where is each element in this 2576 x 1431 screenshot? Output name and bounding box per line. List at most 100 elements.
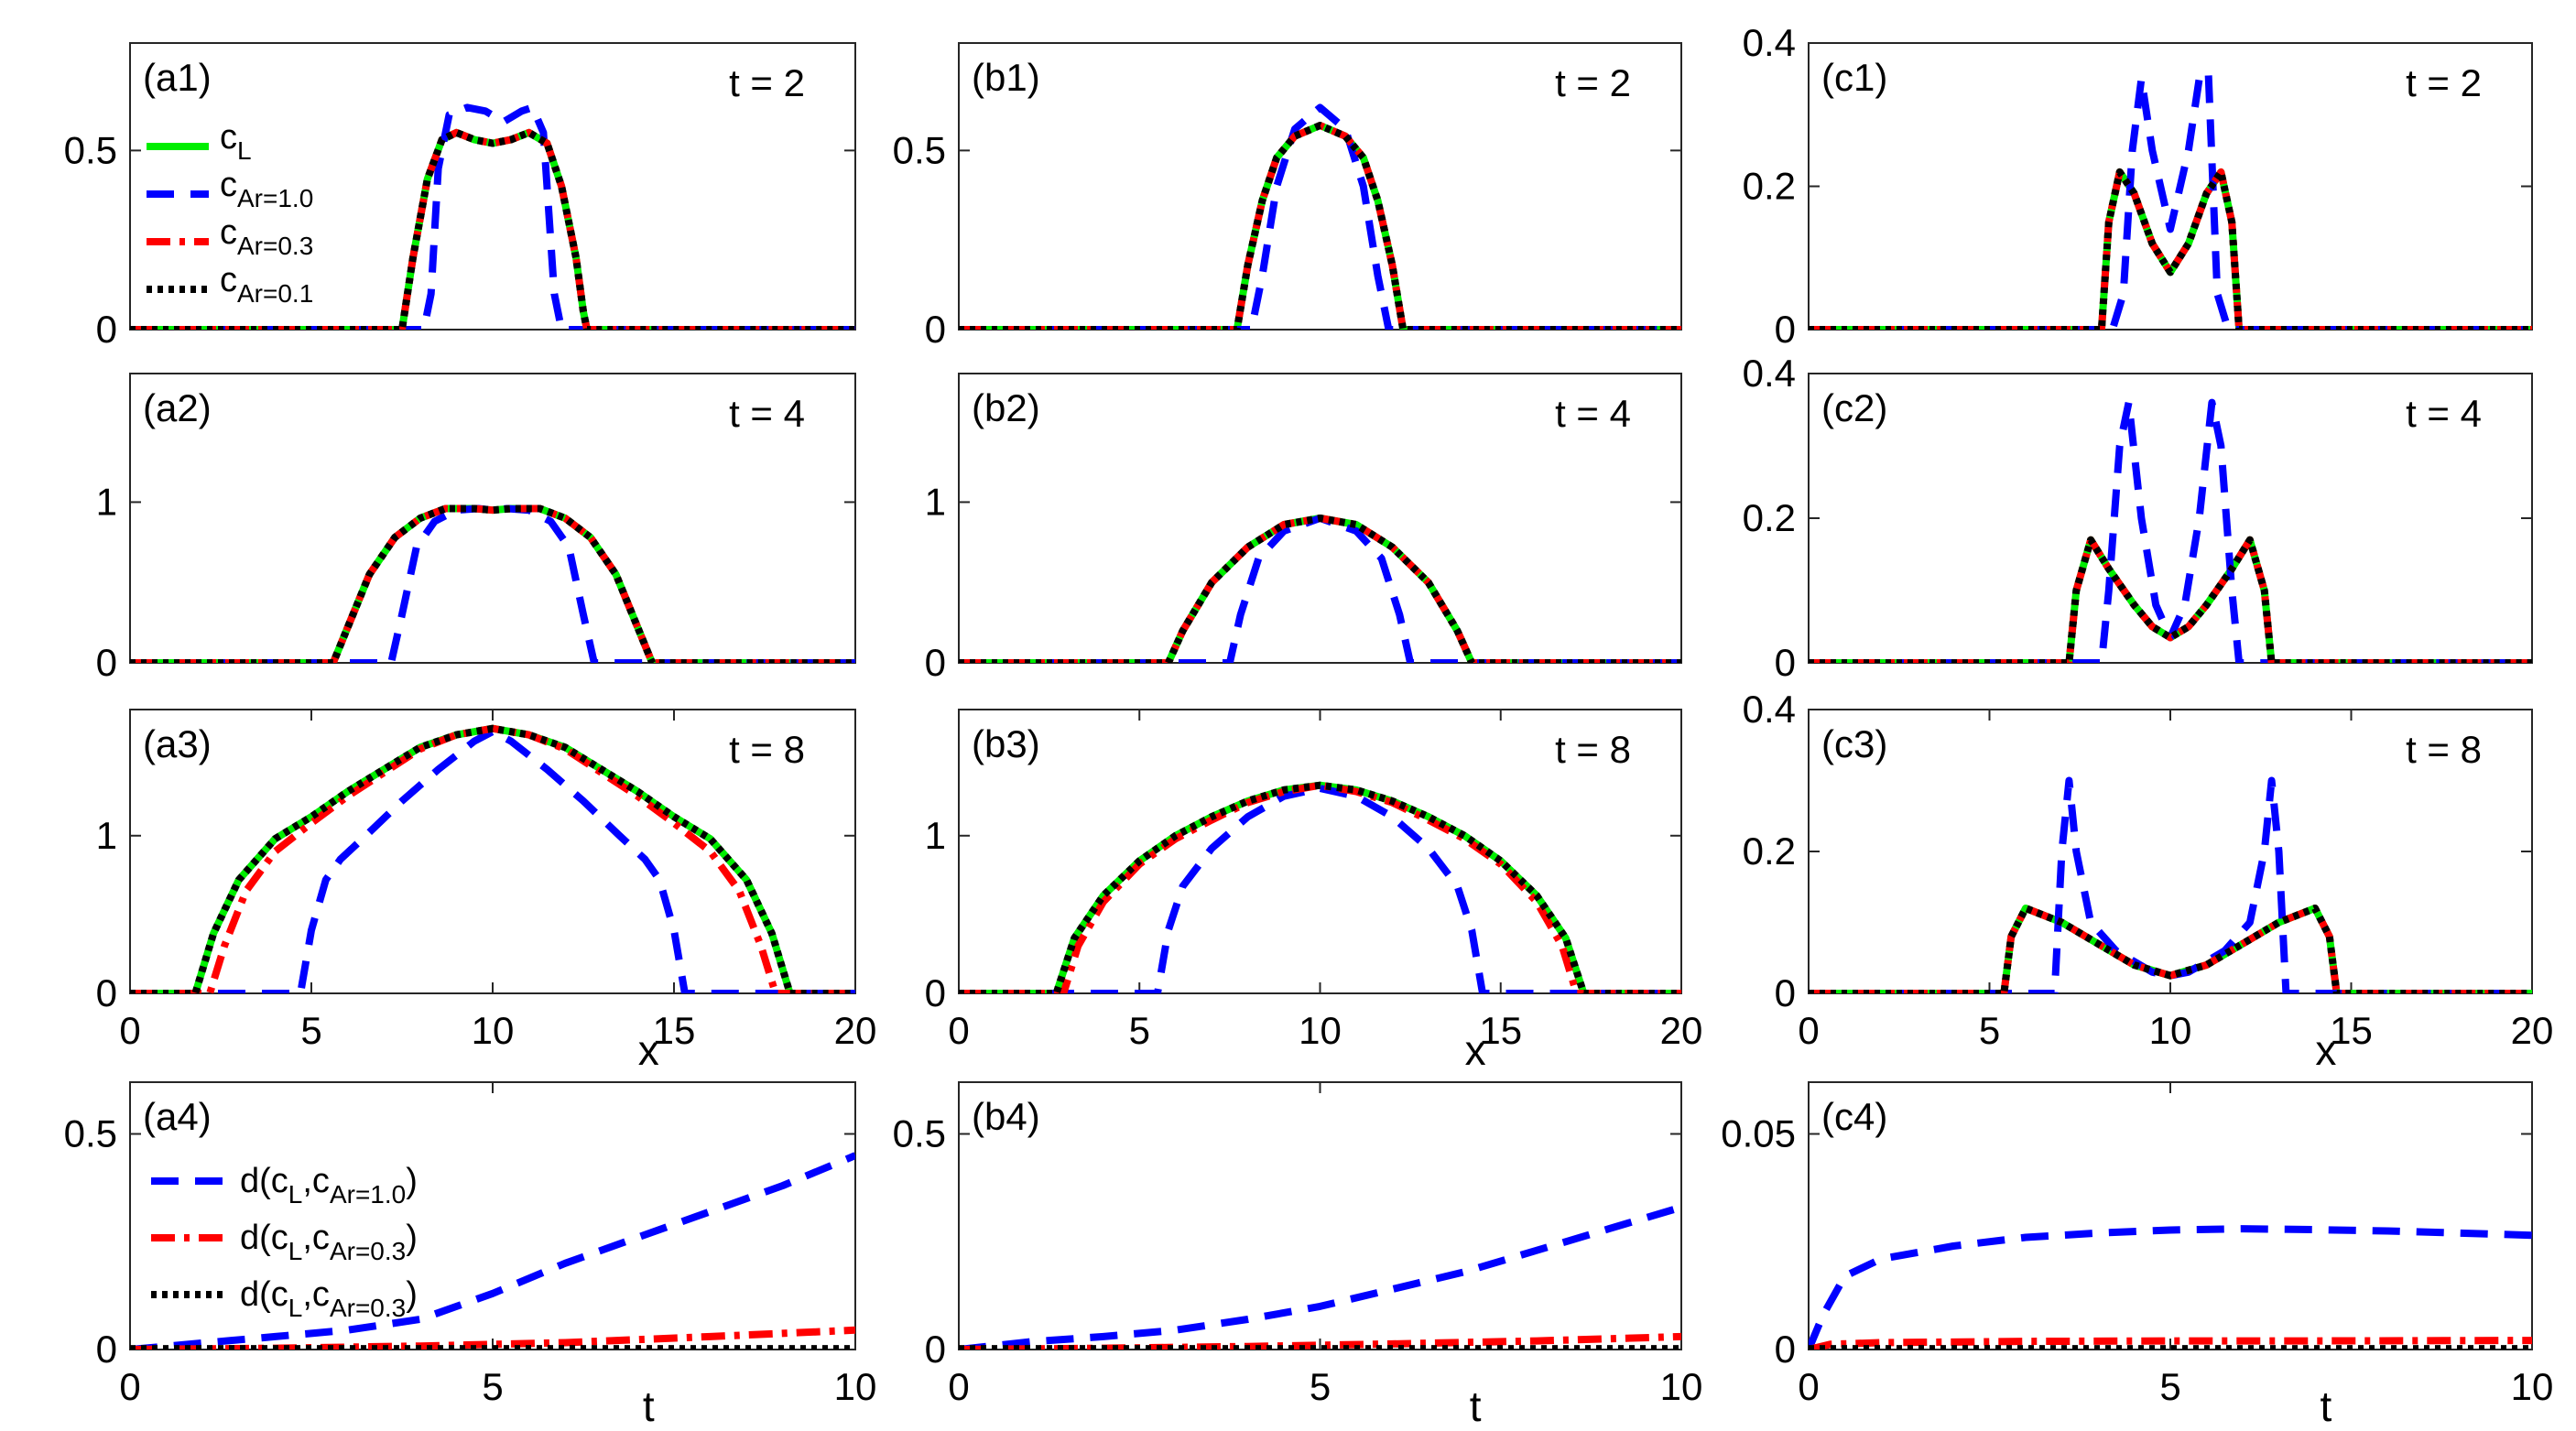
y-tick-label: 0.5: [893, 128, 946, 171]
legend-sub1: L: [288, 1237, 303, 1265]
time-label: t = 2: [729, 61, 805, 104]
panel-label: (b1): [972, 56, 1040, 99]
legend-entry: cAr=1.0: [220, 166, 313, 212]
legend-entry: cL: [220, 118, 252, 165]
plot-area: [1809, 1225, 2532, 1350]
series-line-A01: [130, 128, 855, 330]
series-line-A01: [1809, 168, 2532, 330]
legend-subscript: Ar=0.1: [237, 279, 313, 308]
plot-area: [130, 504, 855, 663]
y-tick-label: 0.05: [1721, 1112, 1796, 1155]
x-tick-label: 20: [1660, 1009, 1703, 1052]
legend-mid: ,c: [302, 1275, 330, 1314]
x-tick-label: 0: [119, 1365, 140, 1408]
plot-area: [1809, 398, 2532, 663]
x-tick-label: 0: [119, 1009, 140, 1052]
legend-sub1: L: [288, 1294, 303, 1322]
y-tick-label: 0.2: [1743, 496, 1796, 539]
legend-end: ): [406, 1275, 418, 1314]
y-tick-label: 0.5: [893, 1112, 946, 1155]
plot-area: [959, 781, 1681, 993]
series-line-A10: [130, 103, 855, 330]
y-tick-label: 0: [1775, 641, 1796, 684]
legend-end: ): [406, 1162, 418, 1200]
x-axis-label: x: [638, 1026, 659, 1074]
panel-b1: 0 0.5 (b1) t = 2: [893, 42, 1682, 351]
panel-b2: 0 1 (b2) t = 4: [925, 373, 1682, 684]
x-tick-label: 0: [948, 1009, 969, 1052]
time-label: t = 8: [1555, 728, 1631, 771]
x-tick-label: 0: [948, 1365, 969, 1408]
y-tick-label: 0: [925, 308, 946, 351]
panel-label: (a1): [143, 56, 212, 99]
series-line-A03: [130, 1326, 855, 1350]
y-tick-label: 0.5: [64, 1112, 117, 1155]
x-tick-label: 5: [300, 1009, 321, 1052]
panel-c2: 0 0.2 0.4 (c2) t = 4: [1743, 352, 2533, 684]
panel-label: (b2): [972, 386, 1040, 429]
time-label: t = 8: [729, 728, 805, 771]
plot-area: [959, 103, 1681, 330]
panel-c4: 0 0.05 0 5 10 t (c4): [1721, 1081, 2553, 1430]
axes-box: [958, 42, 1682, 331]
x-axis-label: t: [643, 1382, 655, 1430]
legend-sub2: Ar=0.3: [330, 1237, 406, 1265]
x-tick-label: 5: [1129, 1009, 1150, 1052]
series-line-A03: [1809, 1337, 2532, 1350]
panel-c1: 0 0.2 0.4 (c1) t = 2: [1743, 21, 2533, 351]
series-line-A01: [1809, 905, 2532, 993]
time-label: t = 2: [2406, 61, 2482, 104]
plot-area: [1809, 68, 2532, 330]
panel-label: (c1): [1821, 56, 1887, 99]
axes-box: [129, 42, 856, 331]
panel-label: (a4): [143, 1095, 212, 1138]
legend-entry: cAr=0.3: [220, 213, 313, 260]
legend-sub2: Ar=0.3: [330, 1294, 406, 1322]
series-line-A01: [959, 515, 1681, 663]
panel-a1: 0 0.5 (a1) t = 2: [64, 42, 856, 351]
legend-sub2: Ar=1.0: [330, 1180, 406, 1209]
x-tick-label: 5: [1979, 1009, 2000, 1052]
series-line-A10: [959, 103, 1681, 330]
x-tick-label: 15: [1479, 1009, 1522, 1052]
panel-label: (c2): [1821, 386, 1887, 429]
legend-entry: d(cL,cAr=0.3): [240, 1275, 418, 1322]
axes-box: [129, 1081, 856, 1350]
series-line-A03: [1809, 536, 2532, 663]
legend-entry: cAr=0.1: [220, 261, 313, 308]
y-tick-label: 0: [925, 971, 946, 1014]
series-line-A01: [130, 504, 855, 663]
x-tick-label: 10: [472, 1009, 515, 1052]
x-axis-label: x: [1465, 1026, 1486, 1074]
y-tick-label: 0: [925, 641, 946, 684]
x-tick-label: 5: [2159, 1365, 2180, 1408]
time-label: t = 8: [2406, 728, 2482, 771]
legend-main: d(c: [240, 1219, 288, 1257]
series-line-A10: [1809, 1225, 2532, 1350]
y-tick-label: 1: [925, 480, 946, 523]
legend-main: c: [220, 213, 237, 252]
y-tick-label: 0.2: [1743, 165, 1796, 208]
x-tick-label: 0: [1798, 1009, 1819, 1052]
series-line-A01: [959, 122, 1681, 330]
x-axis-label: t: [1470, 1382, 1482, 1430]
y-tick-label: 1: [96, 480, 117, 523]
x-tick-label: 10: [2149, 1009, 2192, 1052]
x-tick-label: 5: [482, 1365, 503, 1408]
y-tick-label: 0: [1775, 1328, 1796, 1371]
y-tick-label: 0: [1775, 308, 1796, 351]
x-tick-label: 10: [1299, 1009, 1342, 1052]
y-tick-label: 0: [96, 308, 117, 351]
plot-area: [130, 724, 855, 993]
y-tick-label: 0.5: [64, 128, 117, 171]
series-line-A01: [130, 724, 855, 993]
x-tick-label: 15: [2330, 1009, 2373, 1052]
legend-main: c: [220, 261, 237, 299]
x-axis-label: x: [2315, 1026, 2336, 1074]
panel-b4: 0 0.5 0 5 10 t (b4): [893, 1081, 1702, 1430]
y-tick-label: 0.4: [1743, 21, 1796, 64]
x-tick-label: 0: [1798, 1365, 1819, 1408]
legend-subscript: Ar=1.0: [237, 184, 313, 212]
